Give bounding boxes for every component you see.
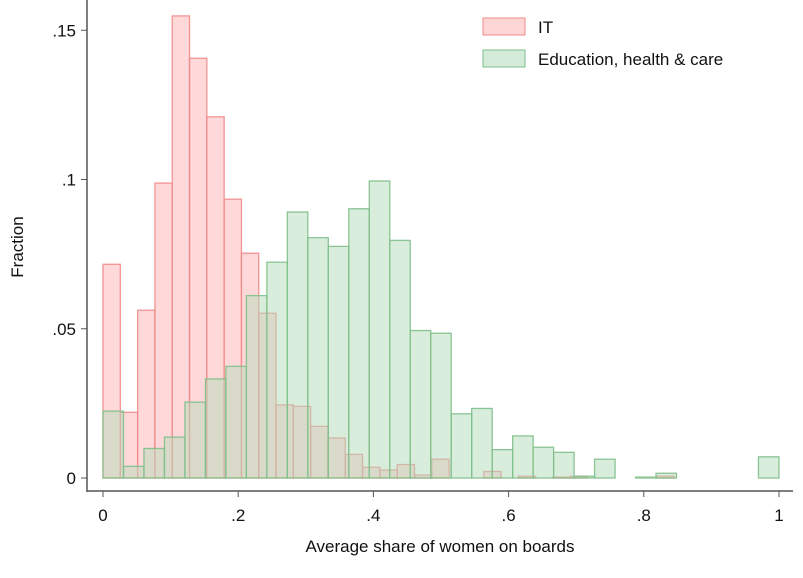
x-axis-ticks: 0 .2 .4 .6 .8 1 (98, 491, 784, 525)
bar-education (552, 451, 575, 479)
bar-education (389, 239, 411, 479)
legend-swatch-it (482, 17, 526, 36)
bar-education (471, 407, 493, 479)
bar-education (348, 208, 370, 479)
bar-education (409, 329, 432, 479)
bar-education (327, 245, 350, 479)
bar-education (430, 332, 452, 479)
bar-education (757, 456, 780, 479)
bar-it (154, 182, 173, 479)
bar-education (163, 436, 186, 479)
bar-education (634, 476, 657, 479)
bar-education (573, 475, 596, 479)
bar-education (245, 294, 268, 479)
bar-education (204, 378, 227, 479)
x-axis-label: Average share of women on boards (305, 537, 574, 556)
y-tick-label: .15 (52, 21, 76, 40)
bar-education (286, 211, 309, 479)
bar-education (143, 447, 166, 479)
y-axis-ticks: 0 .05 .1 .15 (52, 21, 87, 488)
bar-education (593, 458, 616, 479)
x-tick-label: 1 (774, 506, 783, 525)
y-tick-label: .1 (62, 171, 76, 190)
x-tick-label: .8 (637, 506, 651, 525)
y-tick-label: 0 (67, 469, 76, 488)
bar-education (225, 365, 248, 479)
legend-swatch-education (482, 49, 526, 68)
y-axis-label: Fraction (8, 216, 27, 277)
legend-label-it: IT (538, 18, 553, 37)
x-tick-label: .6 (502, 506, 516, 525)
legend-label-education: Education, health & care (538, 50, 723, 69)
x-tick-label: .4 (366, 506, 380, 525)
series-education-bars (102, 180, 780, 479)
x-tick-label: 0 (98, 506, 107, 525)
bar-education (102, 410, 125, 479)
bar-education (368, 180, 391, 479)
bar-education (184, 401, 207, 479)
bar-education (122, 465, 145, 479)
bar-education (512, 435, 534, 479)
bar-education (266, 261, 288, 479)
bar-education (532, 446, 555, 479)
bar-education (450, 413, 473, 479)
legend: IT Education, health & care (482, 17, 723, 69)
x-tick-label: .2 (231, 506, 245, 525)
bar-education (491, 448, 514, 479)
bar-education (307, 237, 329, 479)
y-tick-label: .05 (52, 320, 76, 339)
bar-education (655, 472, 678, 479)
